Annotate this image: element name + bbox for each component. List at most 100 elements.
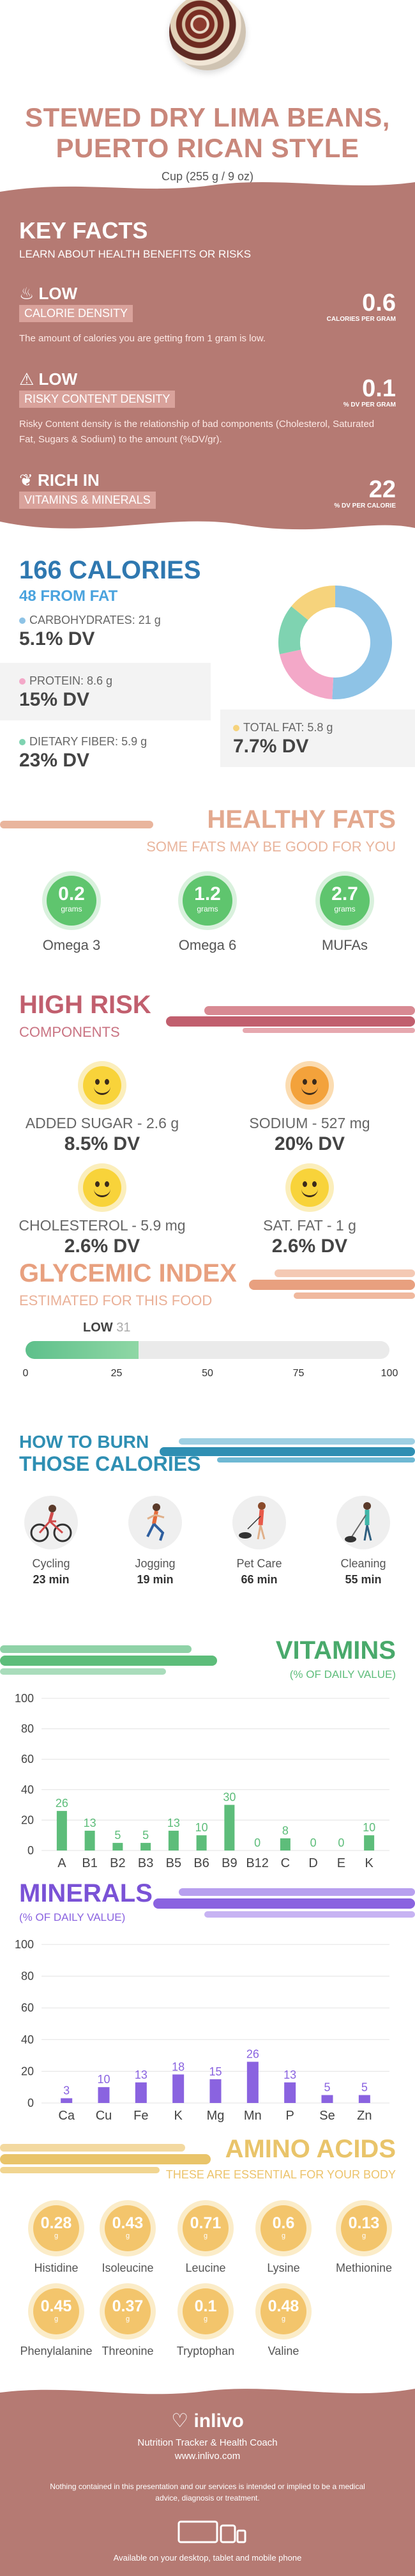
- amino-item: 0.6 g Lysine: [245, 2205, 322, 2275]
- amino-name: Isoleucine: [102, 2262, 154, 2274]
- bar: [84, 1831, 95, 1851]
- x-category-label: A: [57, 1856, 66, 1870]
- key-fact-unit: CALORIES PER GRAM: [326, 316, 396, 323]
- minerals-bar-chart: 0 20 40 60 80 100 3 Ca 10 Cu 13 Fe 18 K 15 Mg 26 Mn 13 P 5 Se…: [15, 1938, 389, 2123]
- bar: [56, 1811, 67, 1851]
- activity-pet-care: Pet Care 66 min: [221, 1496, 298, 1587]
- fat-mufas: 2.7 grams MUFAs: [306, 876, 383, 954]
- bar-value-label: 18: [172, 2060, 185, 2073]
- bar-value-label: 26: [246, 2048, 259, 2061]
- smiley-icon: [83, 1168, 121, 1207]
- amino-item: 0.48 g Valine: [245, 2288, 322, 2358]
- risk-added-sugar: ADDED SUGAR - 2.6 g 8.5% DV: [13, 1066, 192, 1155]
- glycemic-bar-fill: [26, 1341, 139, 1359]
- minerals-title: MINERALS: [19, 1879, 153, 1907]
- key-fact-vitamins: ❦ RICH IN VITAMINS & MINERALS 22 % DV PE…: [19, 470, 396, 509]
- bar-value-label: 13: [283, 2068, 296, 2081]
- x-category-label: B2: [110, 1856, 125, 1870]
- bar: [172, 2074, 185, 2103]
- bar-value-label: 13: [84, 1817, 96, 1829]
- key-fact-label: VITAMINS & MINERALS: [19, 492, 156, 509]
- amino-circle: 0.1 g: [183, 2288, 229, 2334]
- bar: [280, 1838, 290, 1851]
- bar-value-label: 5: [142, 1829, 149, 1842]
- amino-stripe-decoration: [0, 2144, 211, 2173]
- cleaning-icon: [336, 1496, 390, 1549]
- activity-jogging: Jogging 19 min: [117, 1496, 193, 1587]
- y-tick-label: 60: [21, 2001, 34, 2014]
- amino-item: 0.28 g Histidine: [18, 2205, 94, 2275]
- bar-value-label: 26: [56, 1797, 68, 1810]
- activity-cycling: Cycling 23 min: [13, 1496, 89, 1587]
- minerals-stripe-decoration: [153, 1888, 415, 1918]
- footer-url[interactable]: www.inlivo.com: [174, 2451, 241, 2462]
- key-fact-unit: % DV PER GRAM: [343, 401, 396, 408]
- bar-value-label: 0: [338, 1836, 344, 1849]
- jogging-icon: [128, 1496, 182, 1549]
- key-fact-level: LOW: [38, 284, 78, 303]
- bar: [140, 1843, 151, 1851]
- footer-brand: ♡ inlivo: [171, 2410, 244, 2432]
- vitamins-section: VITAMINS (% OF DAILY VALUE) 0 20 40 60 80 100…: [0, 1636, 415, 1879]
- glycemic-title: GLYCEMIC INDEX: [19, 1259, 237, 1287]
- y-tick-label: 40: [21, 1783, 34, 1796]
- amino-circle: 0.43 g: [105, 2205, 151, 2251]
- bar-value-label: 5: [324, 2081, 330, 2094]
- bar-value-label: 15: [209, 2065, 222, 2078]
- devices-icon: [177, 2520, 246, 2543]
- donut-slice: [332, 586, 392, 699]
- x-category-label: B6: [193, 1856, 209, 1870]
- bar: [284, 2082, 296, 2103]
- footer-available: Available on your desktop, tablet and mo…: [113, 2553, 302, 2563]
- bar: [364, 1835, 375, 1851]
- cycling-icon: [24, 1496, 78, 1549]
- serving-size: Cup (255 g / 9 oz): [161, 170, 254, 183]
- key-facts-section: KEY FACTS LEARN ABOUT HEALTH BENEFITS OR…: [0, 182, 415, 544]
- bar-value-label: 0: [310, 1836, 317, 1849]
- amino-circle: 0.28 g: [33, 2205, 79, 2251]
- macro-dv: 15% DV: [19, 689, 90, 710]
- glycemic-tick: 0: [22, 1368, 29, 1379]
- amino-circle: 0.48 g: [260, 2288, 306, 2334]
- healthy-fats-subtitle: SOME FATS MAY BE GOOD FOR YOU: [146, 839, 396, 855]
- amino-name: Lysine: [267, 2262, 300, 2274]
- amino-name: Histidine: [34, 2262, 79, 2274]
- smiley-icon: [290, 1168, 329, 1207]
- y-tick-label: 0: [27, 2097, 34, 2109]
- calories-title: 166 CALORIES: [19, 556, 201, 584]
- amino-name: Methionine: [335, 2262, 393, 2274]
- key-fact-level: LOW: [38, 369, 78, 389]
- bar-value-label: 10: [363, 1821, 375, 1834]
- glycemic-subtitle: ESTIMATED FOR THIS FOOD: [19, 1292, 213, 1308]
- amino-title: AMINO ACIDS: [225, 2135, 396, 2163]
- x-category-label: E: [337, 1856, 345, 1870]
- bar-value-label: 0: [254, 1836, 260, 1849]
- x-category-label: Se: [319, 2109, 335, 2123]
- bar: [98, 2087, 110, 2103]
- y-tick-label: 40: [21, 2033, 34, 2046]
- amino-item: 0.43 g Isoleucine: [89, 2205, 166, 2275]
- calories-section: 166 CALORIES 48 FROM FAT CARBOHYDRATES: …: [0, 543, 415, 805]
- y-tick-label: 100: [15, 1938, 34, 1951]
- bar: [246, 2061, 259, 2103]
- key-fact-value: 0.6: [362, 290, 396, 316]
- bar: [209, 2079, 222, 2103]
- footer: ♡ inlivo Nutrition Tracker & Health Coac…: [0, 2377, 415, 2576]
- key-fact-calorie-density: ♨ LOW CALORIE DENSITY 0.6 CALORIES PER G…: [19, 284, 396, 346]
- bar: [358, 2095, 370, 2103]
- risk-sat-fat: SAT. FAT - 1 g 2.6% DV: [220, 1168, 399, 1257]
- glycemic-tick: 50: [202, 1368, 213, 1379]
- fat-background: [220, 710, 415, 767]
- header: STEWED DRY LIMA BEANS, PUERTO RICAN STYL…: [0, 0, 415, 192]
- heart-icon: ♡: [171, 2410, 189, 2432]
- vitamins-stripe-decoration: [0, 1645, 217, 1675]
- y-tick-label: 60: [21, 1753, 34, 1765]
- amino-item: 0.37 g Threonine: [89, 2288, 166, 2358]
- high-risk-title: HIGH RISK: [19, 991, 151, 1019]
- amino-item: 0.13 g Methionine: [326, 2205, 402, 2275]
- minerals-subtitle: (% OF DAILY VALUE): [19, 1911, 126, 1923]
- risk-stripe-decoration: [166, 1006, 415, 1033]
- amino-circle: 0.45 g: [33, 2288, 79, 2334]
- bar: [196, 1835, 207, 1851]
- y-tick-label: 80: [21, 1723, 34, 1735]
